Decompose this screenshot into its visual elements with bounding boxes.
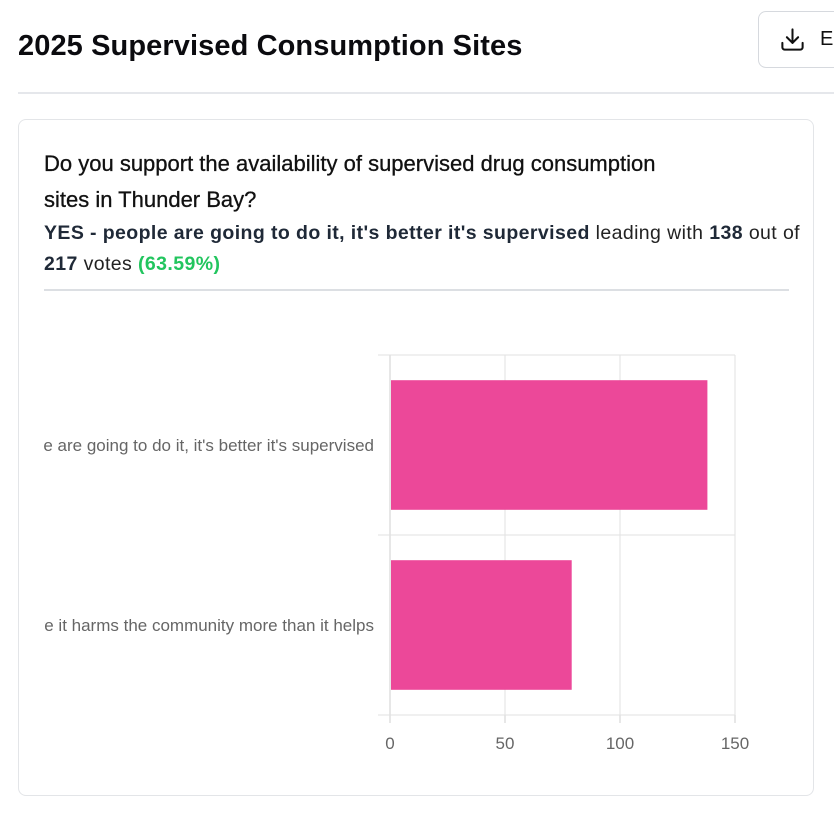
votes-text: votes: [83, 253, 133, 275]
export-button[interactable]: E: [758, 11, 834, 68]
bar: [391, 560, 572, 690]
x-tick-label: 150: [721, 734, 749, 753]
bar: [391, 380, 708, 510]
export-button-label: E: [820, 28, 834, 50]
card-divider: [44, 289, 789, 291]
download-icon: [781, 28, 804, 51]
page-title: 2025 Supervised Consumption Sites: [18, 30, 523, 62]
x-tick-label: 0: [385, 734, 394, 753]
y-category-label: YES - people are going to do it, it's be…: [44, 436, 374, 455]
poll-question: Do you support the availability of super…: [44, 151, 656, 212]
header-divider: [18, 92, 834, 94]
leading-option: YES - people are going to do it, it's be…: [44, 222, 590, 244]
total-votes: 217: [44, 253, 78, 275]
poll-results-chart: 0 50 100 150 YES - people are going to do it…: [44, 354, 749, 753]
poll-summary: YES - people are going to do it, it's be…: [44, 218, 804, 280]
y-category-label: NO - I believe it harms the community mo…: [44, 616, 374, 635]
x-tick-label: 100: [606, 734, 634, 753]
leading-text: leading with: [595, 222, 704, 244]
page-header: 2025 Supervised Consumption Sites E: [0, 0, 834, 94]
out-of-text: out of: [748, 222, 801, 244]
leading-percentage: (63.59%): [138, 253, 221, 275]
x-tick-label: 50: [496, 734, 515, 753]
poll-card: Do you support the availability of super…: [18, 119, 814, 796]
leading-votes: 138: [709, 222, 743, 244]
